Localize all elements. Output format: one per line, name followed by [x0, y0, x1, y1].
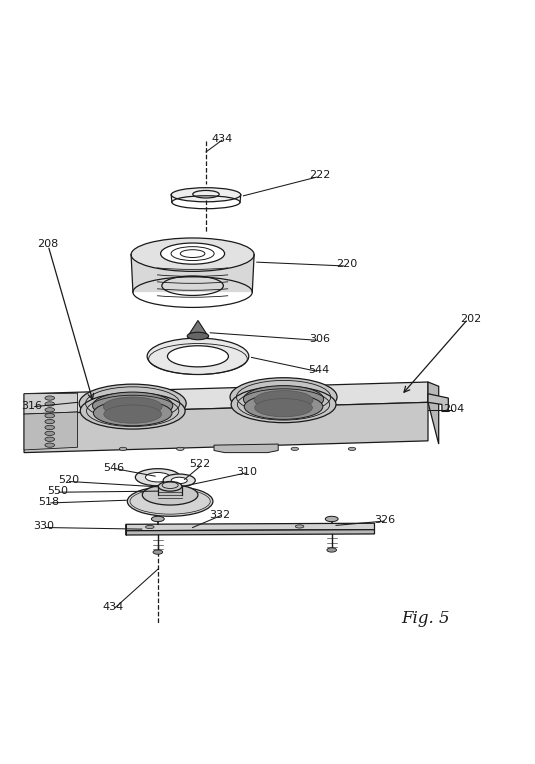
Ellipse shape [160, 243, 225, 264]
Text: 544: 544 [308, 365, 330, 375]
Polygon shape [428, 382, 439, 444]
Text: 310: 310 [236, 467, 258, 477]
Ellipse shape [163, 474, 195, 487]
Text: 332: 332 [209, 510, 230, 520]
Text: 222: 222 [309, 170, 331, 180]
Text: 306: 306 [309, 334, 331, 344]
Ellipse shape [45, 443, 55, 447]
Ellipse shape [45, 431, 55, 435]
Ellipse shape [231, 387, 336, 422]
Ellipse shape [243, 386, 324, 413]
Ellipse shape [131, 238, 254, 271]
Ellipse shape [45, 402, 55, 406]
Ellipse shape [177, 447, 184, 451]
Ellipse shape [93, 392, 173, 419]
Ellipse shape [146, 472, 170, 482]
Text: 220: 220 [336, 259, 357, 269]
Ellipse shape [45, 426, 55, 429]
Ellipse shape [167, 346, 228, 367]
Ellipse shape [187, 332, 209, 340]
Text: 546: 546 [103, 462, 125, 473]
Polygon shape [24, 412, 78, 450]
Ellipse shape [94, 400, 172, 426]
Text: 326: 326 [374, 515, 396, 525]
Ellipse shape [146, 526, 154, 529]
Ellipse shape [45, 437, 55, 442]
Ellipse shape [80, 393, 185, 429]
Ellipse shape [151, 516, 164, 522]
Ellipse shape [291, 447, 299, 451]
Ellipse shape [254, 390, 313, 410]
Ellipse shape [79, 384, 186, 422]
Ellipse shape [119, 447, 127, 451]
Ellipse shape [325, 516, 338, 522]
Ellipse shape [230, 377, 337, 416]
Polygon shape [214, 444, 278, 452]
Text: 520: 520 [58, 475, 79, 485]
Polygon shape [428, 393, 448, 412]
Polygon shape [24, 403, 428, 452]
Text: 550: 550 [47, 486, 68, 496]
Ellipse shape [127, 487, 213, 516]
Ellipse shape [45, 419, 55, 424]
Ellipse shape [45, 396, 55, 400]
Ellipse shape [295, 525, 304, 528]
Text: 522: 522 [189, 459, 210, 469]
Ellipse shape [135, 468, 180, 486]
Ellipse shape [147, 338, 249, 374]
Polygon shape [24, 393, 78, 414]
Text: 202: 202 [460, 314, 482, 324]
Text: 204: 204 [443, 403, 464, 414]
Ellipse shape [142, 484, 198, 505]
Ellipse shape [234, 447, 241, 451]
Text: 518: 518 [39, 497, 60, 507]
Ellipse shape [244, 394, 323, 419]
Polygon shape [126, 523, 374, 531]
Ellipse shape [255, 399, 312, 417]
Ellipse shape [171, 188, 241, 202]
Ellipse shape [103, 397, 162, 416]
Text: 330: 330 [33, 522, 55, 532]
Polygon shape [131, 254, 254, 292]
Polygon shape [24, 382, 428, 414]
Ellipse shape [327, 548, 337, 552]
Ellipse shape [171, 478, 187, 484]
Polygon shape [126, 529, 374, 535]
Ellipse shape [45, 408, 55, 412]
Text: 316: 316 [21, 400, 43, 410]
Ellipse shape [45, 413, 55, 418]
Ellipse shape [153, 550, 163, 554]
Text: 208: 208 [37, 239, 59, 249]
Text: 434: 434 [103, 602, 124, 612]
Text: Fig. 5: Fig. 5 [401, 610, 449, 627]
Ellipse shape [348, 447, 356, 451]
Ellipse shape [158, 481, 182, 491]
Polygon shape [158, 487, 182, 495]
Polygon shape [187, 320, 209, 337]
Text: 434: 434 [211, 134, 233, 144]
Ellipse shape [104, 405, 162, 423]
